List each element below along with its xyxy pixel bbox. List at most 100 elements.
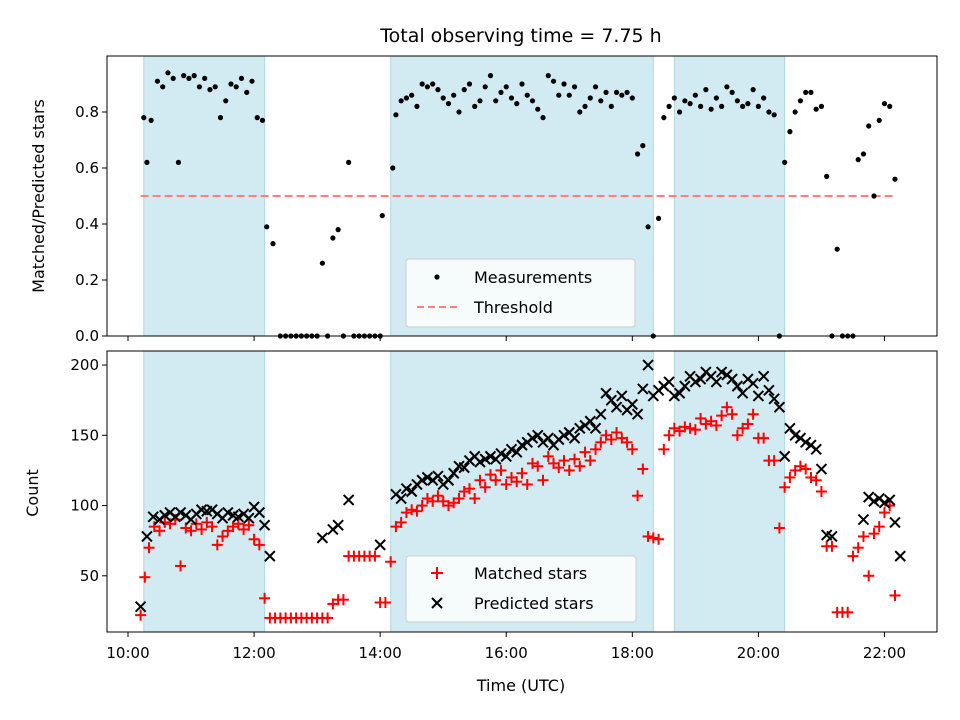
- measurement-point-82: [571, 84, 578, 90]
- measurement-point-68: [498, 89, 504, 95]
- bottom-ylabel: Count: [23, 469, 42, 517]
- predicted-point-b-86: [684, 370, 696, 382]
- predicted-point-b-92: [715, 366, 728, 378]
- measurement-point-113: [734, 98, 740, 104]
- measurement-point-4: [160, 84, 166, 90]
- bottom-ytick-label-2: 150: [70, 426, 99, 444]
- measurement-point-62: [466, 81, 473, 87]
- predicted-point-b-28: [342, 494, 355, 506]
- measurement-point-99: [661, 115, 667, 121]
- measurement-point-104: [687, 101, 693, 107]
- matched-point-70: [500, 478, 512, 490]
- measurement-point-63: [472, 103, 478, 109]
- matched-point-72: [511, 476, 523, 488]
- measurement-point-11: [196, 84, 203, 90]
- matched-point-84: [574, 460, 586, 472]
- measurement-point-84: [582, 103, 588, 109]
- predicted-point-b-106: [789, 429, 801, 442]
- top-ylabel: Matched/Predicted stars: [29, 99, 48, 293]
- measurement-point-123: [787, 129, 793, 135]
- predicted-point-b-78: [642, 359, 654, 371]
- matched-point-52: [406, 504, 418, 516]
- matched-point-73: [516, 467, 528, 479]
- predicted-point-51: [500, 450, 512, 463]
- measurement-point-100: [666, 103, 672, 109]
- matched-point-82: [563, 464, 575, 476]
- measurement-point-102: [676, 109, 683, 115]
- measurement-point-136: [855, 157, 861, 163]
- matched-point-22: [248, 533, 260, 545]
- predicted-point-23: [258, 519, 271, 531]
- predicted-point-b-24: [264, 550, 276, 562]
- measurement-point-48: [393, 112, 399, 118]
- predicted-point-69: [595, 408, 607, 420]
- xtick-label-4: 18:00: [611, 644, 654, 662]
- measurement-point-118: [761, 95, 767, 101]
- measurements-legend-label: Measurements: [474, 268, 592, 287]
- predicted-point-b-64: [568, 432, 581, 444]
- measurement-points: [141, 70, 898, 339]
- predicted-point-41: [448, 467, 460, 479]
- matched-point-66: [479, 481, 491, 493]
- matched-point-8: [175, 560, 187, 572]
- predicted-point-b-108: [799, 436, 812, 449]
- matched-point-110: [710, 419, 722, 431]
- predicted-point-31: [395, 492, 407, 505]
- bottom-ytick-label-1: 100: [70, 497, 99, 515]
- measurement-point-129: [818, 103, 825, 109]
- predicted-point-b-17: [227, 509, 239, 522]
- measurement-point-137: [860, 151, 867, 157]
- predicted-point-b-59: [542, 432, 554, 444]
- measurement-point-107: [703, 87, 709, 93]
- matched-point-113: [726, 408, 738, 420]
- predicted-point-76: [631, 408, 644, 420]
- measurement-point-112: [729, 89, 735, 95]
- top-legend-box: [405, 258, 636, 328]
- predicted-point-b-40: [442, 474, 455, 486]
- predicted-point-105: [784, 422, 796, 434]
- predicted-point-b-50: [495, 447, 507, 460]
- predicted-point-2: [147, 511, 159, 523]
- predicted-point-110: [810, 443, 822, 456]
- measurement-point-60: [456, 109, 462, 115]
- predicted-point-119: [884, 494, 896, 506]
- predicted-point-72: [610, 401, 623, 413]
- predicted-point-84: [673, 387, 686, 399]
- predicted-point-29: [374, 539, 386, 551]
- predicted-point-b-51: [500, 450, 512, 463]
- predicted-point-59: [542, 432, 554, 444]
- measurement-point-132: [834, 246, 840, 252]
- measurement-point-8: [181, 73, 187, 79]
- predicted-point-71: [605, 394, 618, 406]
- measurement-point-34: [319, 260, 325, 266]
- measurement-point-103: [682, 98, 688, 104]
- predicted-point-22: [253, 506, 266, 519]
- matched-point-16: [217, 530, 229, 542]
- matched-point-99: [653, 533, 665, 545]
- bottom-ytick-label-0: 50: [80, 567, 99, 585]
- predicted-point-b-67: [584, 415, 596, 427]
- predicted-point-68: [589, 422, 602, 434]
- predicted-point-100: [757, 370, 770, 382]
- measurement-point-124: [792, 109, 798, 115]
- predicted-point-38: [432, 470, 444, 482]
- matched-legend-label: Matched stars: [474, 564, 587, 583]
- matched-point-64: [469, 493, 481, 505]
- measurement-point-79: [556, 92, 562, 98]
- measurement-point-73: [524, 92, 530, 98]
- predicted-point-99: [752, 390, 765, 402]
- measurement-point-115: [745, 101, 751, 107]
- predicted-point-101: [763, 384, 775, 397]
- measurement-point-125: [797, 98, 804, 104]
- predicted-point-91: [710, 376, 723, 388]
- measurement-point-72: [519, 81, 525, 87]
- measurement-point-120: [771, 112, 777, 118]
- predicted-point-53: [511, 446, 523, 458]
- matched-point-90: [605, 434, 617, 446]
- predicted-point-b-53: [511, 446, 523, 458]
- predicted-point-b-94: [726, 373, 738, 385]
- measurement-point-20: [244, 89, 250, 95]
- predicted-point-75: [626, 398, 639, 411]
- predicted-point-b-1: [141, 530, 153, 543]
- measurement-point-57: [440, 95, 446, 101]
